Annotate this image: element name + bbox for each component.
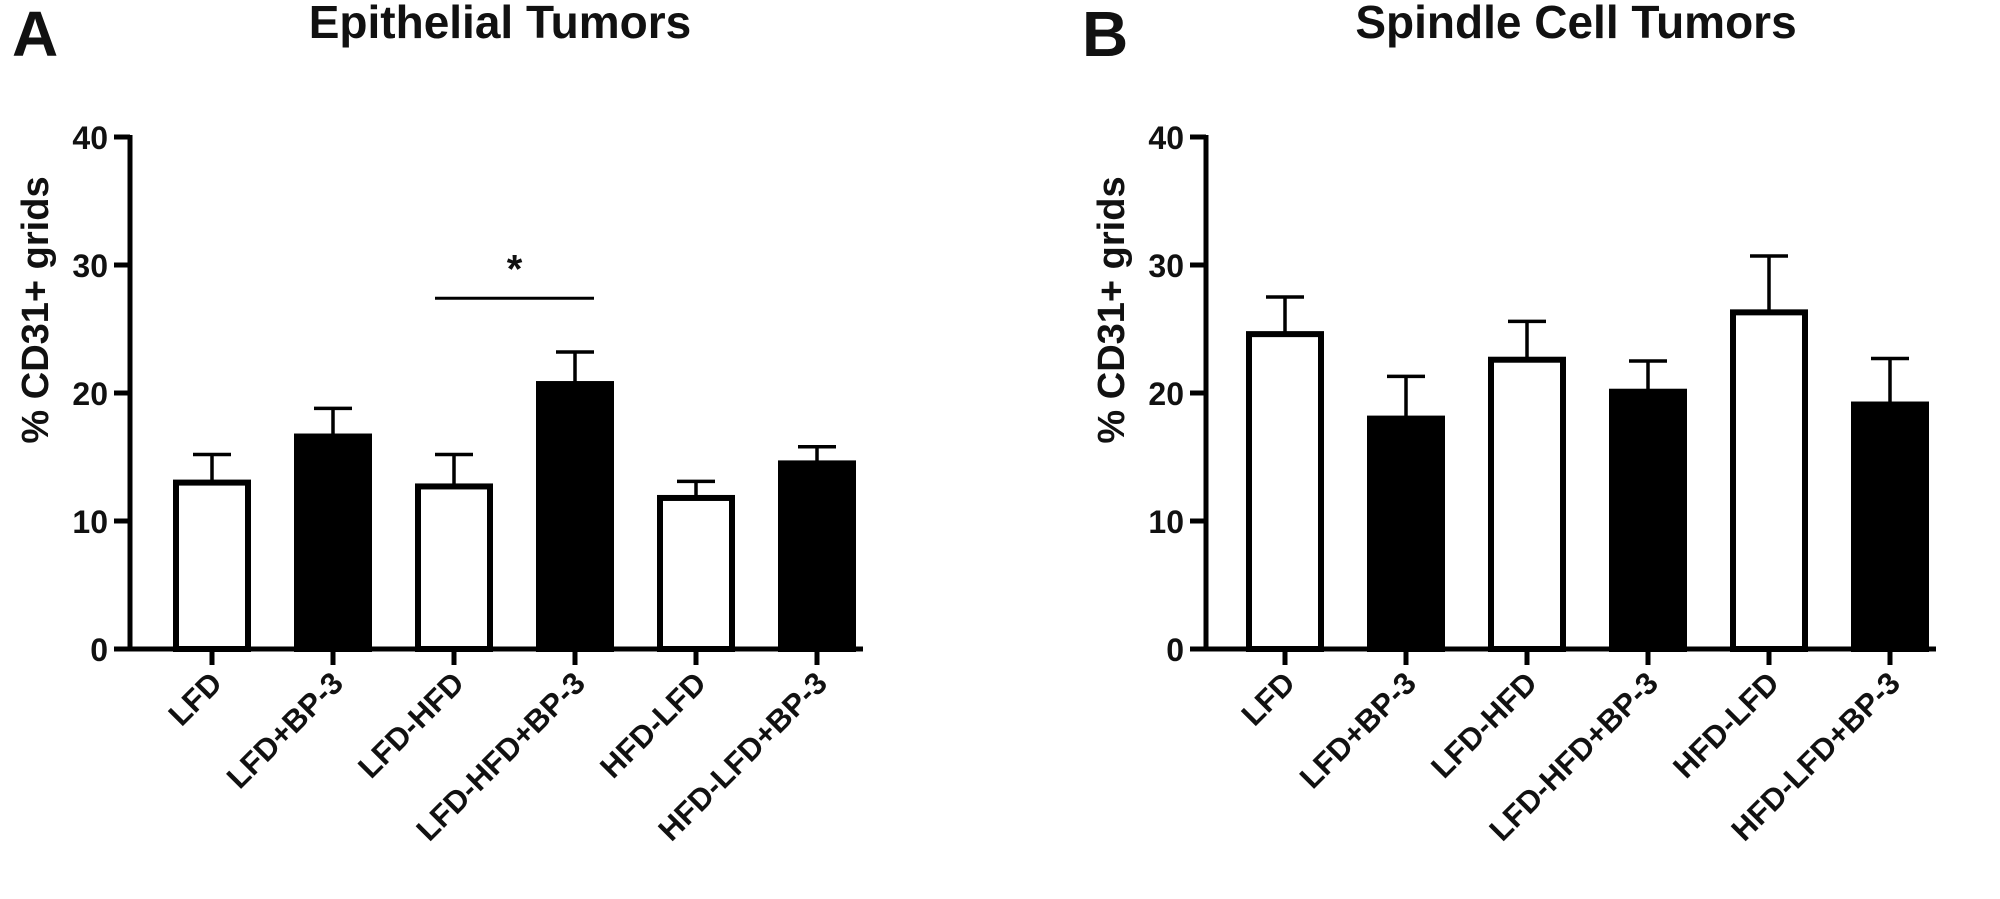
y-tick-label: 20 [1148, 376, 1184, 412]
bar-series [173, 381, 856, 652]
chart-title: Epithelial Tumors [309, 0, 692, 48]
y-tick-label: 10 [72, 504, 108, 540]
bar [1851, 401, 1929, 652]
y-axis-label: % CD31+ grids [1091, 176, 1133, 443]
x-tick-label: HFD-LFD [593, 665, 713, 785]
x-tick-label: LFD-HFD [1424, 665, 1544, 785]
x-tick-label: LFD+BP-3 [220, 665, 350, 795]
bar-series [1246, 309, 1929, 652]
bar [657, 494, 735, 652]
bar [173, 479, 251, 652]
axes [1190, 134, 1936, 665]
bar [294, 433, 372, 652]
x-tick-label: LFD-HFD [351, 665, 471, 785]
bar [1246, 331, 1324, 652]
y-tick-label: 40 [72, 120, 108, 156]
error-bar-series [193, 350, 836, 498]
y-tick-label: 20 [72, 376, 108, 412]
y-tick-label: 0 [1166, 632, 1184, 668]
bar [778, 460, 856, 652]
x-tick-label: LFD+BP-3 [1293, 665, 1423, 795]
x-tick-label: LFD [1235, 665, 1302, 732]
chart-panel-a: A Epithelial Tumors % CD31+ grids 0 10 20 3… [12, 0, 863, 848]
y-tick-label: 30 [72, 248, 108, 284]
y-tick-label: 0 [90, 632, 108, 668]
y-tick-label: 10 [1148, 504, 1184, 540]
bar [1730, 309, 1808, 652]
error-bar-series [1266, 254, 1909, 419]
panel-label: A [12, 0, 58, 70]
panel-label: B [1082, 0, 1128, 70]
axes [114, 134, 863, 665]
bar [415, 483, 493, 652]
significance-star: * [507, 247, 523, 291]
y-tick-labels: 0 10 20 30 40 [72, 120, 108, 668]
significance-annotations: * [435, 247, 594, 300]
chart-panel-b: B Spindle Cell Tumors % CD31+ grids 0 10 2… [1082, 0, 1936, 848]
bar [1488, 356, 1566, 652]
bar [1367, 415, 1445, 652]
y-axis-label: % CD31+ grids [15, 176, 57, 443]
bar [536, 381, 614, 652]
chart-title: Spindle Cell Tumors [1355, 0, 1796, 48]
y-tick-labels: 0 10 20 30 40 [1148, 120, 1184, 668]
bar [1609, 388, 1687, 652]
x-tick-label: HFD-LFD [1666, 665, 1786, 785]
y-tick-label: 30 [1148, 248, 1184, 284]
y-tick-label: 40 [1148, 120, 1184, 156]
x-tick-label: LFD [162, 665, 229, 732]
